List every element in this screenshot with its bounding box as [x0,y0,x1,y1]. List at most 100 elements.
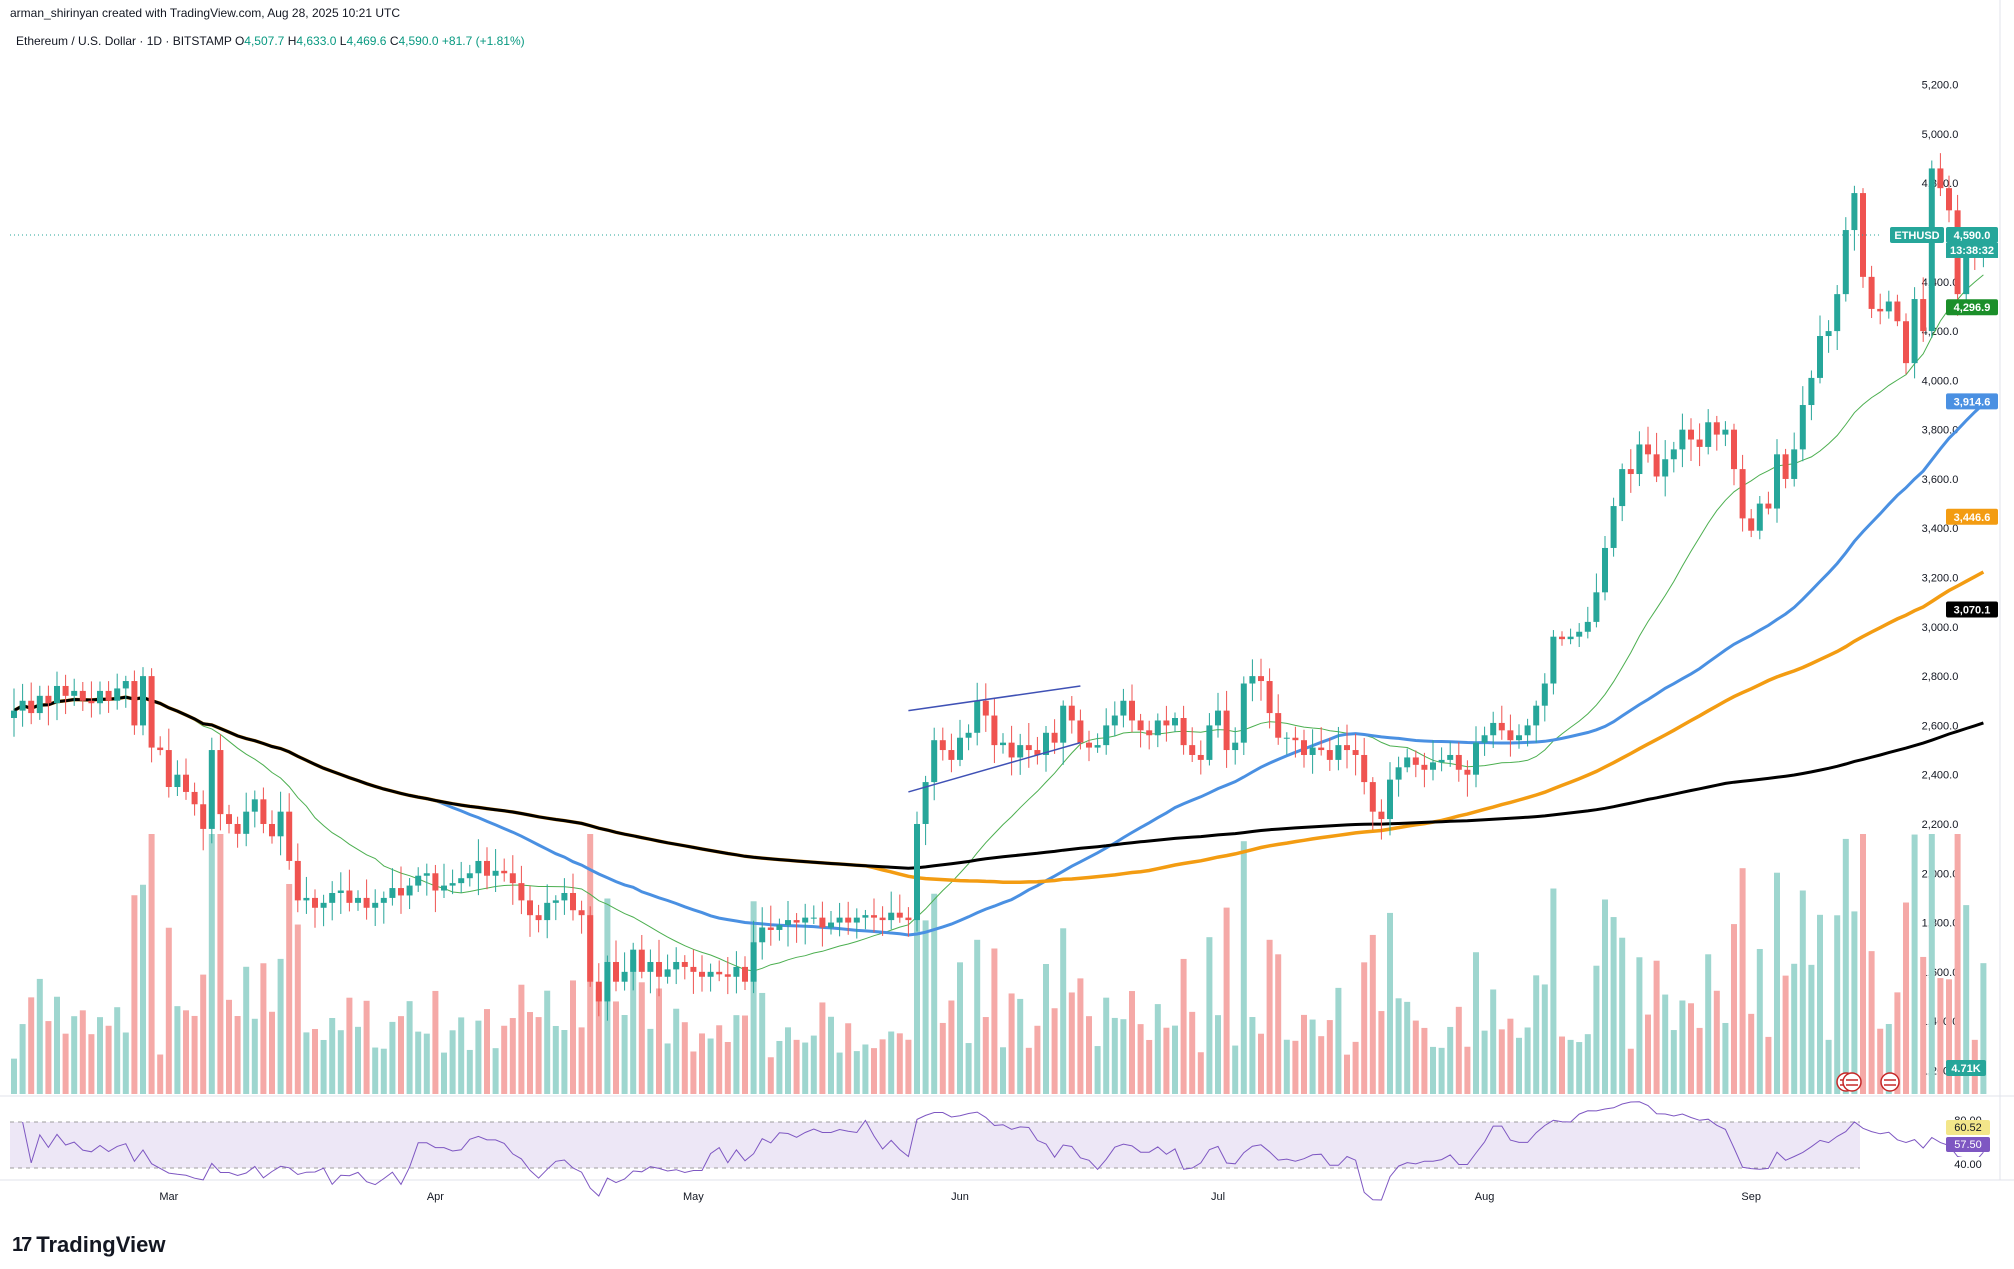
volume-bar [1885,1023,1892,1094]
ma100-line [13,570,1985,885]
candle-body [759,927,766,943]
volume-bar [449,1030,456,1094]
us-flag-icon[interactable] [1842,1072,1862,1092]
volume-bar [1911,834,1918,1094]
volume-bar [1903,902,1909,1094]
rsi-ma-tag: 60.52 [1954,1122,1982,1134]
volume-bar [1146,1039,1153,1094]
candle-body [1043,732,1049,755]
candle-body [1404,757,1411,768]
candle-body [1438,759,1445,763]
candle-body [1774,454,1780,509]
candle-body [1111,715,1118,726]
candle-body [1593,592,1600,622]
candle-body [441,885,447,891]
candle-body [1567,636,1574,640]
volume-bar [509,1018,516,1094]
volume-bar [1670,1030,1677,1094]
candle-body [1748,518,1755,531]
price-tick-label: 3,200.0 [1922,573,1959,585]
volume-bar [1799,890,1806,1094]
volume-bar [260,963,267,1094]
candle-body [1309,747,1316,755]
volume-bar [1584,1034,1591,1094]
candle-body [1068,705,1075,721]
volume-bar [1215,1015,1221,1094]
candle-body [389,888,396,898]
volume-bar [423,1033,430,1094]
symbol-title[interactable]: Ethereum / U.S. Dollar · 1D · BITSTAMP [16,34,232,48]
candle-body [1903,321,1909,364]
candle-body [475,860,482,874]
price-tag [1946,393,1998,410]
us-flag-icon[interactable] [1880,1072,1900,1092]
volume-bar [1369,934,1376,1094]
volume-bar [621,1015,628,1094]
volume-bar [828,1016,834,1094]
candle-body [1937,168,1944,189]
candle-body [1051,732,1058,743]
candle-body [1627,469,1634,475]
price-tick-label: 1,600.0 [1922,967,1959,979]
candle-body [1249,676,1256,684]
volume-bar [931,893,938,1094]
volume-bar [1705,954,1712,1094]
candle-body [965,732,972,738]
high-label: H [287,34,297,48]
ma200-line [13,695,1984,870]
candle-body [355,897,361,903]
candle-body [1137,720,1144,731]
volume-bar [226,999,232,1094]
volume-bar [1172,1025,1178,1094]
rsi-current-tag: 57.50 [1954,1139,1982,1151]
volume-bar [1034,1025,1041,1094]
volume-bar [475,1020,482,1094]
candle-body [724,974,731,977]
volume-bar [1507,1018,1514,1094]
volume-bar [165,927,172,1094]
candle-body [234,823,241,834]
candle-body [664,969,671,977]
volume-bar [122,1032,129,1094]
candle-body [157,747,164,751]
volume-bar [1946,979,1952,1094]
volume-bar [1860,834,1866,1094]
volume-bar [501,1025,508,1094]
volume-bar [1361,962,1368,1094]
volume-bar [1713,990,1720,1094]
candle-body [97,690,103,704]
candle-body [243,811,250,834]
candle-body [699,971,705,977]
volume-bar [681,1022,688,1094]
candle-body [1172,718,1178,726]
volume-bar [1722,1022,1729,1094]
candle-body [535,915,542,921]
volume-bar [458,1017,465,1094]
volume-bar [355,1026,361,1094]
candle-body [527,900,533,916]
channel-upper-line [908,685,1081,712]
volume-bar [716,1025,723,1094]
candle-body [570,892,576,911]
volume-bar [871,1048,877,1094]
candle-body [1550,636,1557,684]
volume-bar [88,1034,95,1094]
candle-body [449,883,456,886]
volume-bar [1610,917,1617,1094]
volume-bar [1516,1037,1522,1094]
volume-bar [466,1049,473,1094]
volume-bar [191,1015,198,1094]
candle-body [1258,676,1264,682]
volume-bar [157,1054,164,1094]
candle-body [303,897,310,901]
volume-bar [183,1010,189,1094]
candle-body [595,981,602,1002]
candle-body [561,892,568,901]
candle-body [1765,503,1772,509]
volume-bar [277,958,284,1094]
candle-body [1000,742,1006,746]
candle-body [1731,429,1737,470]
volume-bar [1103,997,1110,1094]
volume-bar [329,1017,336,1094]
